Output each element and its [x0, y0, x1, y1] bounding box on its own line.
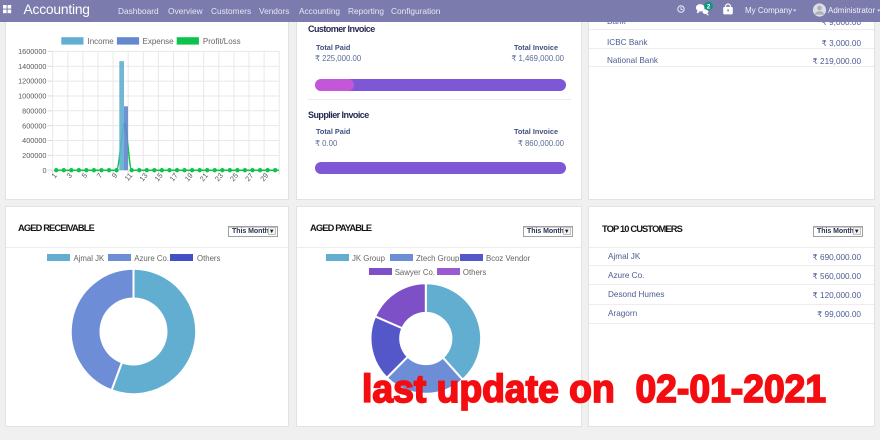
- svg-text:29: 29: [258, 171, 270, 183]
- svg-text:1: 1: [49, 171, 59, 180]
- svg-text:0: 0: [42, 166, 46, 175]
- svg-text:17: 17: [168, 171, 180, 183]
- svg-text:400000: 400000: [22, 136, 46, 145]
- svg-text:200000: 200000: [22, 151, 46, 160]
- svg-text:27: 27: [243, 171, 255, 183]
- svg-text:1000000: 1000000: [18, 92, 46, 101]
- svg-text:5: 5: [80, 171, 90, 180]
- svg-text:7: 7: [95, 171, 105, 180]
- svg-text:21: 21: [198, 171, 210, 183]
- svg-text:15: 15: [153, 171, 165, 183]
- svg-text:800000: 800000: [22, 106, 46, 115]
- svg-text:Administrator: Administrator: [828, 6, 875, 15]
- svg-text:25: 25: [228, 171, 240, 183]
- svg-text:13: 13: [137, 171, 149, 183]
- svg-text:My Company: My Company: [745, 6, 792, 15]
- svg-text:23: 23: [213, 171, 225, 183]
- svg-text:1200000: 1200000: [18, 77, 46, 86]
- svg-text:1600000: 1600000: [18, 47, 46, 56]
- svg-text:19: 19: [183, 171, 195, 183]
- svg-text:11: 11: [123, 171, 135, 183]
- svg-text:2: 2: [707, 4, 711, 11]
- svg-text:Profit/Loss: Profit/Loss: [203, 37, 241, 46]
- svg-text:Income: Income: [88, 37, 115, 46]
- svg-text:600000: 600000: [22, 121, 46, 130]
- svg-text:9: 9: [110, 171, 120, 180]
- svg-text:Expense: Expense: [143, 37, 175, 46]
- svg-text:1400000: 1400000: [18, 62, 46, 71]
- svg-text:3: 3: [65, 171, 75, 180]
